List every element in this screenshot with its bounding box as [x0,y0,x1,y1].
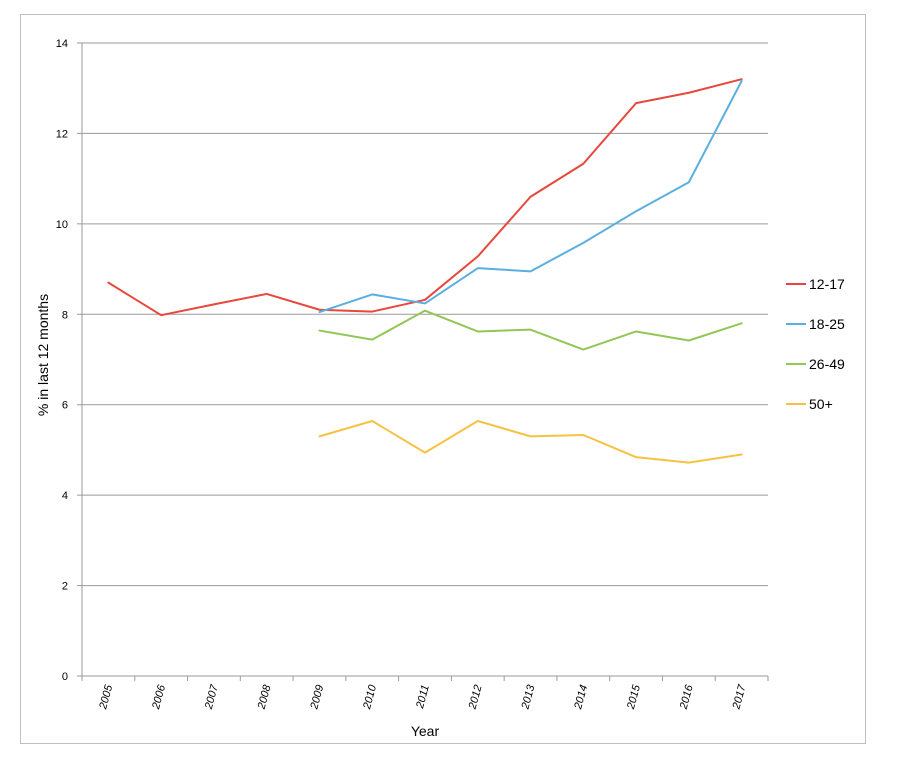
legend-label-12-17: 12-17 [809,276,845,292]
y-tick-label-10: 10 [56,219,68,231]
x-tick-label-2016: 2016 [678,683,696,712]
x-tick-label-2013: 2013 [519,683,537,712]
legend: 12-17 18-25 26-49 50+ [786,276,845,412]
x-tick-label-2006: 2006 [150,683,168,712]
x-axis-title: Year [411,723,440,739]
legend-label-18-25: 18-25 [809,316,845,332]
gridlines [82,42,768,587]
x-tick-label-2012: 2012 [466,684,484,712]
series-line-26-49 [318,309,743,351]
x-tick-label-2014: 2014 [572,684,590,712]
series-line-50+ [318,419,743,464]
x-tick-label-2009: 2009 [308,684,326,712]
chart-frame [20,14,866,744]
y-tick-label-6: 6 [62,400,68,412]
y-tick-label-0: 0 [62,671,68,683]
series-line-12-17 [107,78,743,317]
y-tick-label-2: 2 [62,581,68,593]
y-tick-label-14: 14 [56,38,68,50]
series-lines [107,78,743,464]
y-tick-label-12: 12 [56,128,68,140]
x-tick-label-2007: 2007 [203,683,221,712]
legend-label-26-49: 26-49 [809,356,845,372]
x-tick-label-2017: 2017 [730,683,748,712]
x-tick-label-2011: 2011 [414,684,432,711]
y-tick-label-4: 4 [62,490,68,502]
x-tick-label-2008: 2008 [255,683,273,712]
y-axis-title: % in last 12 months [35,294,51,416]
x-tick-label-2005: 2005 [97,683,115,712]
x-tick-label-2015: 2015 [625,683,643,712]
series-line-18-25 [318,79,743,314]
y-tick-label-8: 8 [62,309,68,321]
axes: 0 2 4 6 8 10 12 14 2005 2006 2007 2008 2009 2010 2011 2… [56,38,769,712]
x-tick-label-2010: 2010 [361,683,379,712]
legend-label-50+: 50+ [809,396,833,412]
